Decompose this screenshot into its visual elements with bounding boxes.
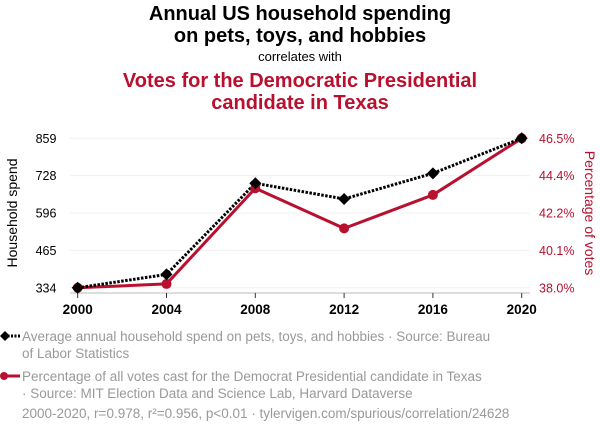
data-point-spending [160,268,173,281]
y-tick-label-right: 46.5% [539,132,574,146]
data-point-spending [515,132,528,145]
data-point-votes [161,278,172,289]
legend-icon-series1 [0,331,20,341]
title-line-3: Votes for the Democratic Presidential [122,70,478,92]
data-point-votes [427,189,438,200]
y-tick-label-left: 465 [36,244,57,258]
series-line-spending [77,136,523,290]
legend-item-series1: Average annual household spend on pets, … [22,328,542,362]
x-tick-label: 2016 [418,302,449,317]
title-line-2: on pets, toys, and hobbies [173,25,427,47]
x-tick-label: 2004 [151,302,182,317]
x-tick-label: 2008 [240,302,271,317]
legend-text-2b: · Source: MIT Election Data and Science … [22,386,413,401]
legend-text-1a: Average annual household spend on pets, … [22,329,491,344]
y-tick-label-right: 44.4% [539,169,574,183]
correlates-with-label: correlates with [258,49,342,64]
y-tick-label-left: 334 [36,281,57,295]
series-line-votes [77,137,523,290]
legend-text-1b: of Labor Statistics [22,346,130,361]
footer-stats: 2000-2020, r=0.978, r²=0.956, p<0.01 · t… [22,406,510,421]
data-point-spending [249,177,262,190]
legend-text-2a: Percentage of all votes cast for the Dem… [22,369,482,384]
y-tick-label-left: 728 [36,169,57,183]
x-tick-label: 2012 [329,302,359,317]
data-point-spending [71,281,84,294]
y-tick-label-right: 42.2% [539,207,574,221]
x-tick-label: 2020 [507,302,537,317]
y-axis-label-left: Household spend [4,159,20,268]
title-line-4: candidate in Texas [211,92,389,114]
y-tick-label-left: 596 [36,207,57,221]
y-tick-label-left: 859 [36,132,57,146]
chart-title-primary: Annual US household spending on pets, to… [0,3,600,47]
data-point-votes [339,223,350,234]
data-point-spending [338,192,351,205]
legend-icon-series2 [0,372,20,380]
y-tick-label-right: 40.1% [539,244,574,258]
legend-item-series2: Percentage of all votes cast for the Dem… [22,368,542,402]
x-tick-label: 2000 [63,302,93,317]
data-point-spending [426,167,439,180]
y-tick-label-right: 38.0% [539,281,574,295]
y-axis-label-right: Percentage of votes [582,151,598,276]
title-line-1: Annual US household spending [148,3,452,25]
chart-title-secondary: Votes for the Democratic Presidential ca… [0,70,600,114]
